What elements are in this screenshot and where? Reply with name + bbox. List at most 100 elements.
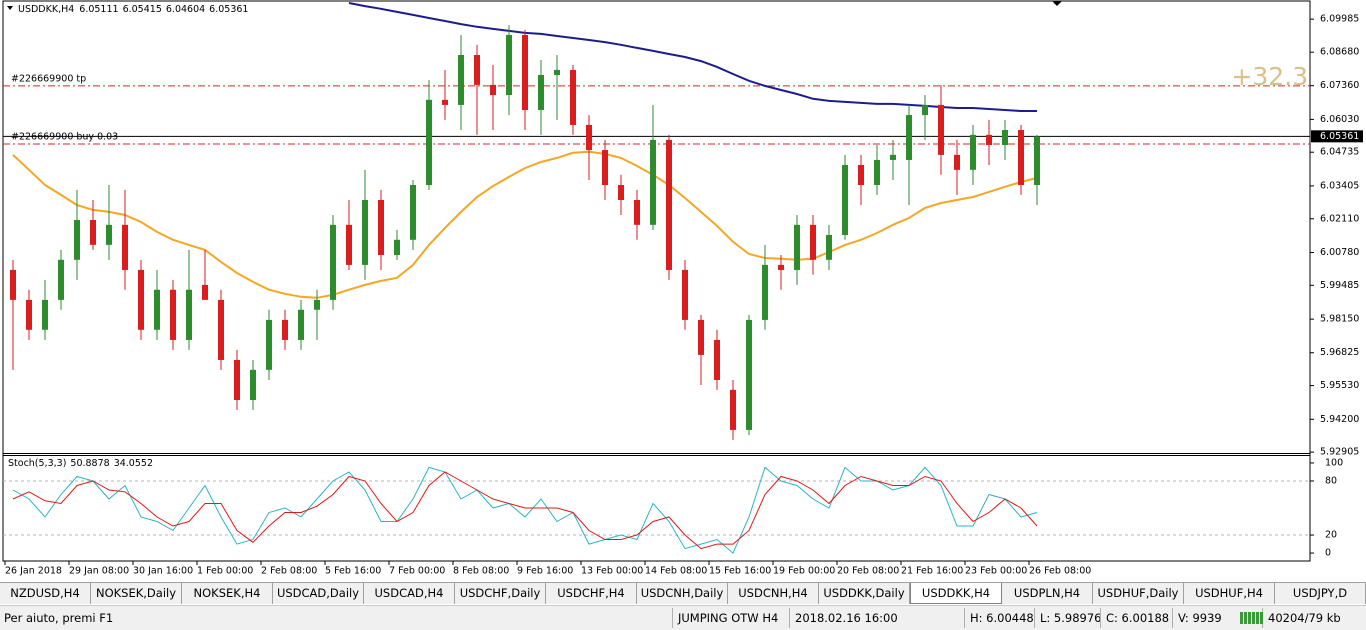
candle-body [650, 139, 656, 225]
status-bar: Per aiuto, premi F1 JUMPING OTW H4 2018.02… [0, 605, 1366, 630]
candle-body [698, 319, 704, 355]
candle-body [906, 115, 912, 160]
ohlc-value: 6.05415 [123, 4, 162, 15]
stoch-line [12, 471, 1038, 550]
y-tick-label: 6.07360 [1320, 80, 1359, 91]
y-tick-label: 6.03405 [1320, 180, 1359, 191]
candle-body [26, 299, 32, 330]
status-item: C: 6.00188 [1106, 611, 1170, 625]
status-item: V: 9939 [1178, 611, 1222, 625]
chart-tab[interactable]: NOKSEK,H4 [182, 583, 273, 604]
candle-body [794, 224, 800, 270]
candle-body [426, 99, 432, 186]
chart-tab[interactable]: USDCNH,Daily [637, 583, 728, 604]
x-tick-label: 26 Jan 2018 [5, 566, 62, 577]
status-item: 2018.02.16 16:00 [795, 611, 898, 625]
candle-body [954, 154, 960, 170]
candle-body [1018, 130, 1024, 186]
candle-body [218, 299, 224, 360]
y-tick-label: 5.99485 [1320, 280, 1359, 291]
candle-body [986, 134, 992, 145]
chart-tab[interactable]: USDHUF,Daily [1093, 583, 1184, 604]
candle-body [506, 34, 512, 96]
chart-tab[interactable]: USDDKK,Daily [819, 583, 910, 604]
candle-body [1002, 130, 1008, 145]
y-tick-label: 5.98150 [1320, 314, 1359, 325]
candle-body [250, 369, 256, 401]
candle-body [634, 199, 640, 225]
x-tick-label: 23 Feb 00:00 [965, 566, 1027, 577]
separator [1034, 608, 1035, 628]
candle-body [874, 159, 880, 186]
status-item: Per aiuto, premi F1 [4, 611, 114, 625]
candle-body [938, 104, 944, 155]
candle-body [458, 54, 464, 105]
candle-body [474, 54, 480, 85]
y-tick-label: 6.09985 [1320, 14, 1359, 25]
chart-tab[interactable]: USDJPY,D [1275, 583, 1366, 604]
chart-tab[interactable]: NZDUSD,H4 [0, 583, 91, 604]
candle-body [170, 289, 176, 340]
candle-body [1034, 136, 1040, 186]
y-tick-label: 100 [1325, 457, 1343, 468]
status-item: 40204/79 kb [1268, 611, 1341, 625]
chart-tab[interactable]: USDCAD,Daily [273, 583, 364, 604]
candle-body [10, 269, 16, 300]
separator [1172, 608, 1173, 628]
x-tick-label: 2 Feb 08:00 [261, 566, 317, 577]
chart-tab[interactable]: NOKSEK,Daily [91, 583, 182, 604]
candle-body [106, 224, 112, 245]
candle-body [858, 165, 864, 186]
status-item: H: 6.00448 [970, 611, 1034, 625]
x-tick-label: 5 Feb 16:00 [325, 566, 381, 577]
candle-body [554, 69, 560, 76]
candle-body [186, 289, 192, 340]
candle-body [298, 309, 304, 340]
y-tick-label: 6.02110 [1320, 213, 1359, 224]
chart-tab[interactable]: USDDKK,H4 [910, 583, 1002, 604]
candle-body [394, 239, 400, 256]
separator [672, 608, 673, 628]
candle-body [74, 220, 80, 260]
profit-label: +32.3 [1231, 62, 1308, 91]
candle-body [810, 224, 816, 260]
candle-body [202, 284, 208, 300]
status-item: L: 5.98976 [1040, 611, 1102, 625]
y-tick-label: 5.92905 [1320, 447, 1359, 458]
indicator-header: Stoch(5,3,3) 50.8878 34.0552 [8, 458, 153, 469]
y-tick-label: 6.08680 [1320, 47, 1359, 58]
shift-marker [1052, 1, 1062, 6]
candle-body [714, 339, 720, 380]
chart-tab[interactable]: USDCHF,H4 [546, 583, 637, 604]
chart-tab[interactable]: USDCHF,Daily [455, 583, 546, 604]
plot-border [2, 0, 1311, 562]
candle-body [922, 104, 928, 116]
x-tick-label: 8 Feb 08:00 [453, 566, 509, 577]
candle-body [522, 34, 528, 110]
tab-bar: NZDUSD,H4 NOKSEK,Daily NOKSEK,H4 USDCAD,Dai… [0, 582, 1366, 604]
separator [789, 608, 790, 628]
candle-body [378, 199, 384, 256]
indicator-name: Stoch(5,3,3) [8, 458, 66, 469]
candle-body [90, 220, 96, 245]
y-tick-label: 5.95530 [1320, 380, 1359, 391]
chart-tab[interactable]: USDHUF,H4 [1184, 583, 1275, 604]
symbol: USDDKK,H4 [18, 4, 74, 15]
menu-arrow[interactable] [7, 6, 13, 10]
x-tick-label: 7 Feb 00:00 [389, 566, 445, 577]
chart-window: USDDKK,H4 6.05111 6.05415 6.04604 6.05361 St… [2, 0, 1363, 577]
candle-body [618, 185, 624, 200]
candle-body [154, 289, 160, 330]
y-tick-label: 80 [1325, 475, 1337, 486]
ohlc-value: 6.05361 [209, 4, 248, 15]
chart-tab[interactable]: USDPLN,H4 [1002, 583, 1093, 604]
candle-body [410, 185, 416, 240]
y-tick-label: 5.94200 [1320, 414, 1359, 425]
candle-body [842, 165, 848, 235]
candle-body [826, 234, 832, 260]
chart-tab[interactable]: USDCNH,H4 [728, 583, 819, 604]
chart-tab[interactable]: USDCAD,H4 [364, 583, 455, 604]
order-label: #226669900 tp [11, 73, 86, 84]
separator [1100, 608, 1101, 628]
